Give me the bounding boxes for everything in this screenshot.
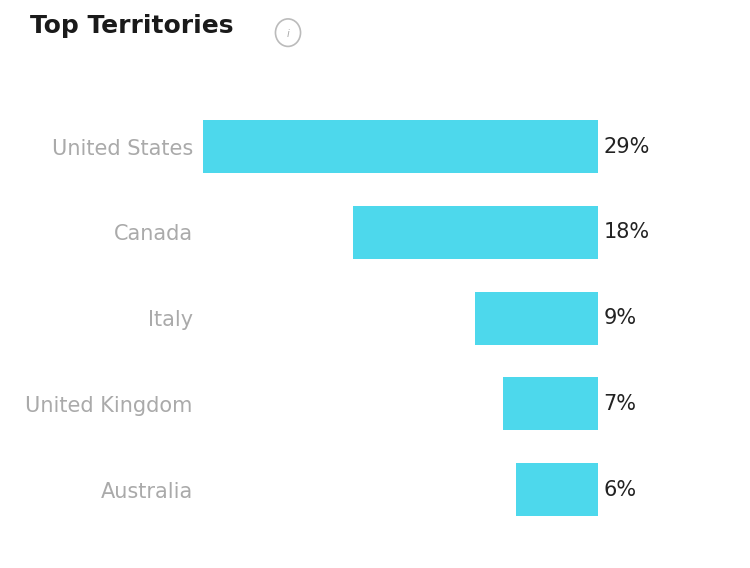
Text: 6%: 6% [604, 479, 637, 499]
Text: 18%: 18% [604, 222, 650, 243]
Bar [352, 206, 598, 259]
Bar [476, 291, 598, 345]
Text: 7%: 7% [604, 394, 637, 414]
Text: Top Territories: Top Territories [30, 14, 233, 38]
Text: 29%: 29% [604, 137, 650, 157]
Bar [516, 463, 598, 516]
Bar [202, 120, 598, 173]
Text: i: i [286, 29, 290, 39]
Bar [503, 377, 598, 431]
Text: 9%: 9% [604, 308, 637, 328]
